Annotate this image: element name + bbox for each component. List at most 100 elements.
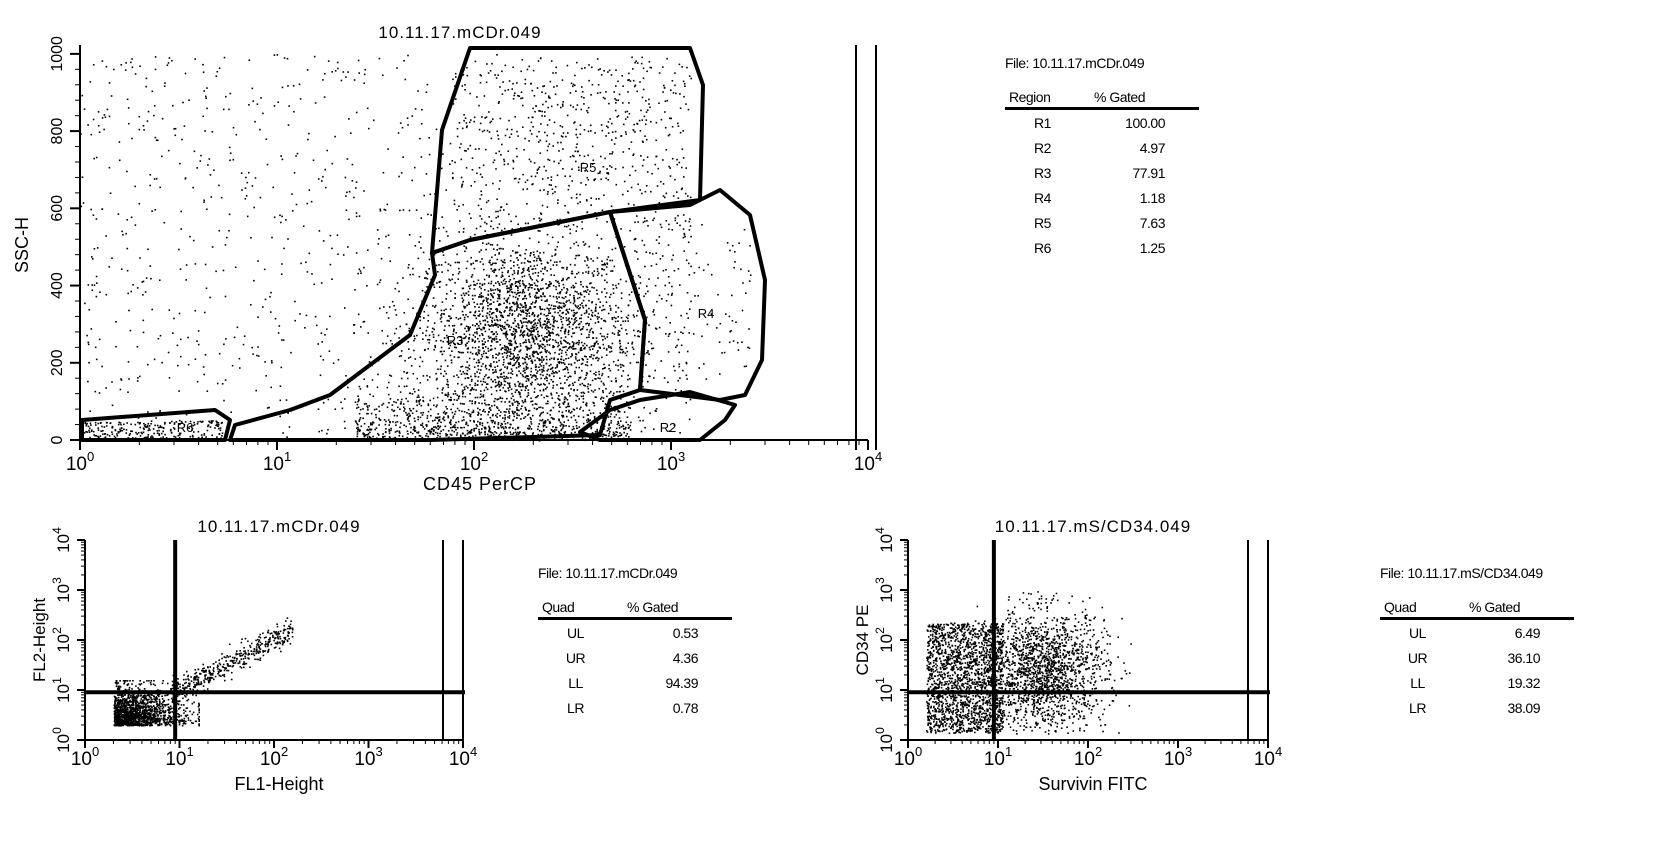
data-point bbox=[748, 280, 751, 282]
data-point bbox=[429, 429, 431, 432]
data-point bbox=[631, 346, 634, 349]
data-point bbox=[562, 105, 564, 107]
data-point bbox=[573, 312, 576, 314]
data-point bbox=[325, 186, 327, 189]
data-point bbox=[558, 285, 560, 287]
data-point bbox=[441, 301, 444, 303]
data-point bbox=[451, 429, 453, 432]
data-point bbox=[101, 208, 104, 210]
data-point bbox=[271, 236, 273, 239]
data-point bbox=[687, 108, 690, 111]
data-point bbox=[466, 429, 469, 432]
data-point bbox=[479, 261, 482, 263]
data-point bbox=[564, 204, 566, 207]
data-point bbox=[514, 336, 516, 339]
data-point bbox=[467, 347, 469, 350]
data-point bbox=[626, 110, 629, 113]
data-point bbox=[594, 342, 596, 345]
data-point bbox=[527, 375, 529, 377]
data-point bbox=[546, 343, 549, 346]
data-point bbox=[688, 308, 691, 310]
data-point bbox=[566, 288, 568, 290]
data-point bbox=[465, 345, 467, 347]
data-point bbox=[528, 424, 531, 427]
data-point bbox=[503, 380, 506, 382]
data-point bbox=[495, 353, 497, 356]
data-point bbox=[564, 431, 567, 433]
data-point bbox=[324, 72, 326, 75]
data-point bbox=[628, 148, 630, 150]
data-point bbox=[534, 296, 536, 298]
data-point bbox=[560, 302, 562, 304]
data-point bbox=[508, 280, 511, 283]
data-point bbox=[503, 375, 505, 378]
data-point bbox=[419, 416, 422, 419]
data-point bbox=[529, 252, 532, 255]
data-point bbox=[357, 398, 360, 400]
data-point bbox=[628, 112, 631, 115]
data-point bbox=[623, 180, 626, 183]
data-point bbox=[688, 274, 691, 276]
data-point bbox=[624, 428, 627, 430]
data-point bbox=[542, 422, 545, 424]
data-point bbox=[367, 434, 369, 436]
data-point bbox=[322, 402, 325, 404]
data-point bbox=[620, 324, 622, 326]
data-point bbox=[411, 412, 414, 414]
data-point bbox=[177, 364, 179, 367]
data-point bbox=[535, 328, 538, 331]
data-point bbox=[435, 372, 437, 375]
data-point bbox=[565, 406, 567, 409]
data-point bbox=[134, 185, 136, 188]
data-point bbox=[391, 343, 393, 345]
data-point bbox=[523, 334, 526, 336]
data-point bbox=[748, 328, 750, 330]
data-point bbox=[473, 301, 475, 304]
data-point bbox=[537, 288, 539, 290]
data-point bbox=[482, 380, 485, 383]
data-point bbox=[482, 306, 485, 308]
data-point bbox=[347, 386, 349, 389]
data-point bbox=[544, 420, 547, 422]
data-point bbox=[321, 180, 323, 182]
data-point bbox=[382, 402, 385, 405]
data-point bbox=[292, 85, 295, 87]
data-point bbox=[251, 346, 253, 349]
data-point bbox=[541, 204, 544, 207]
data-point bbox=[536, 250, 539, 253]
data-point bbox=[222, 108, 225, 111]
data-point bbox=[443, 313, 445, 315]
data-point bbox=[560, 355, 563, 358]
data-point bbox=[553, 325, 555, 328]
data-point bbox=[619, 411, 621, 413]
data-point bbox=[536, 135, 538, 138]
data-point bbox=[635, 60, 637, 62]
data-point bbox=[600, 380, 603, 383]
data-point bbox=[603, 262, 606, 265]
data-point bbox=[487, 290, 490, 292]
data-point bbox=[585, 371, 588, 374]
data-point bbox=[108, 82, 111, 84]
data-point bbox=[318, 230, 321, 232]
data-point bbox=[641, 164, 644, 167]
data-point bbox=[491, 270, 494, 272]
data-point bbox=[477, 411, 480, 414]
data-point bbox=[619, 351, 621, 354]
data-point bbox=[590, 327, 593, 330]
data-point bbox=[476, 425, 479, 427]
data-point bbox=[541, 356, 543, 359]
data-point bbox=[653, 217, 655, 220]
data-point bbox=[510, 333, 513, 335]
data-point bbox=[509, 363, 512, 365]
data-point bbox=[678, 365, 681, 368]
data-point bbox=[547, 334, 550, 336]
data-point bbox=[518, 432, 520, 434]
data-point bbox=[607, 256, 610, 258]
data-point bbox=[327, 398, 330, 401]
data-point bbox=[578, 169, 580, 171]
data-point bbox=[539, 252, 541, 254]
data-point bbox=[639, 419, 641, 422]
data-point bbox=[446, 319, 449, 322]
data-point bbox=[503, 427, 505, 430]
data-point bbox=[542, 407, 544, 409]
